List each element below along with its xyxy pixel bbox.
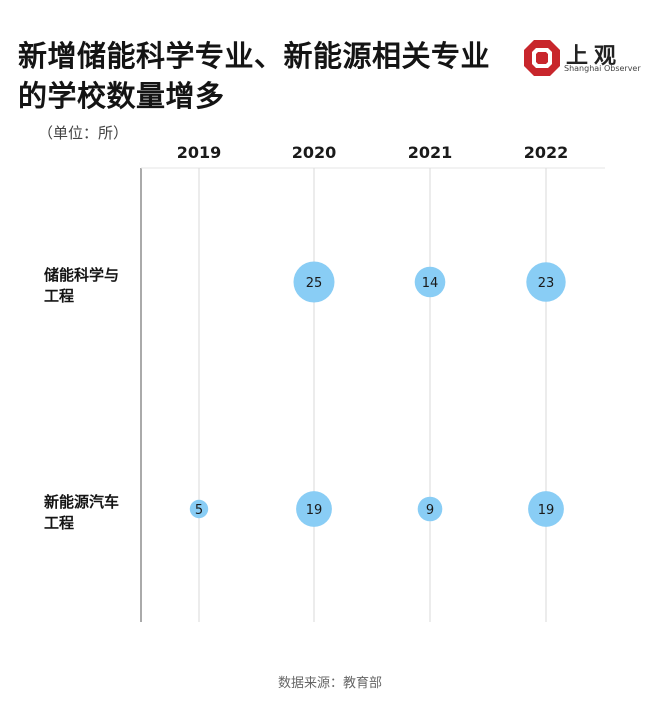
logo-subtitle: Shanghai Observer [564,64,641,73]
column-label-2021: 2021 [408,143,453,162]
bubble [296,491,332,527]
row-label-line: 新能源汽车 [44,493,120,511]
bubble-value-label: 14 [422,276,439,291]
bubble-value-label: 23 [538,276,555,291]
row-label-line: 工程 [44,287,75,305]
bubble [293,261,335,303]
bubble-value-label: 19 [306,503,323,518]
title-line-2: 的学校数量增多 [18,79,225,113]
bubble-value-label: 9 [426,503,434,518]
bubble [414,266,446,298]
bubble [189,499,209,519]
bubble-value-label: 5 [195,503,203,518]
shanghai-observer-logo: 上观 Shanghai Observer [522,38,641,78]
row-label-energy-storage: 储能科学与 工程 [44,265,119,307]
row-label-line: 工程 [44,514,75,532]
column-label-2022: 2022 [524,143,569,162]
bubble-value-label: 25 [306,276,323,291]
unit-label: （单位：所） [38,124,129,142]
data-source: 数据来源：教育部 [277,676,382,691]
row-label-line: 储能科学与 [44,266,120,284]
bubble [528,491,564,527]
chart-title: 新增储能科学专业、新能源相关专业 的学校数量增多 [18,36,490,116]
column-label-2020: 2020 [292,143,337,162]
column-label-2019: 2019 [177,143,222,162]
bubble [526,262,566,302]
logo-name: 上观 [566,44,623,69]
bubble-value-label: 19 [538,503,555,518]
title-line-1: 新增储能科学专业、新能源相关专业 [18,39,491,73]
logo-mark-icon [524,40,560,76]
row-label-new-energy-vehicle: 新能源汽车 工程 [44,492,119,534]
bubble [417,496,443,522]
